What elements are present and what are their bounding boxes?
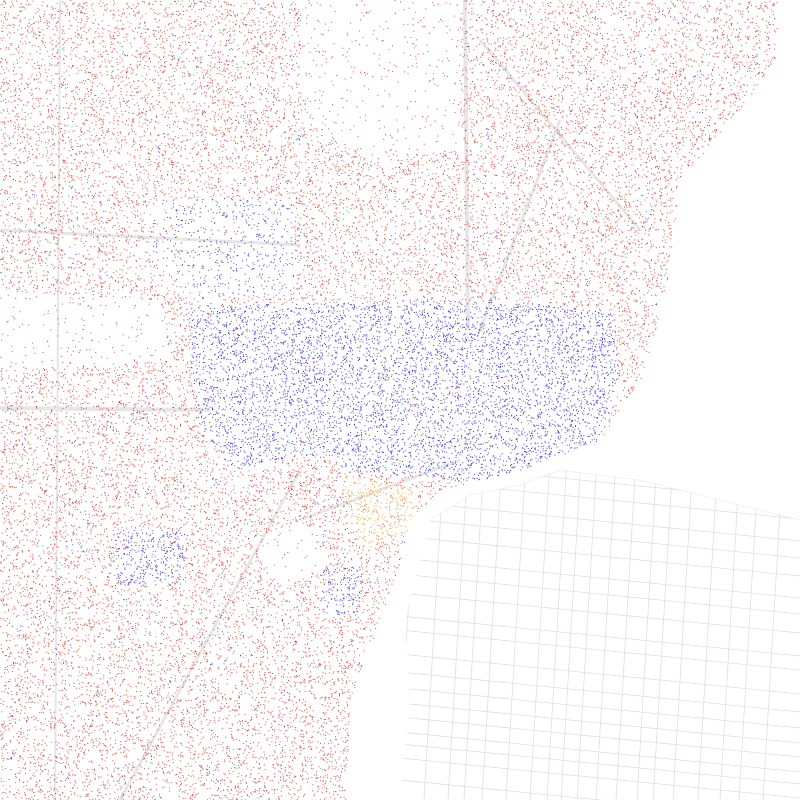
street [546, 470, 568, 800]
street [400, 653, 800, 695]
street [505, 470, 527, 800]
street [636, 470, 658, 800]
street [400, 687, 800, 729]
street [423, 470, 445, 800]
highway [0, 228, 301, 247]
street [400, 629, 800, 671]
dots [0, 0, 778, 800]
street [400, 535, 800, 577]
street [400, 500, 800, 542]
highway [0, 406, 211, 412]
highway [478, 119, 562, 331]
street [400, 743, 800, 785]
street [400, 557, 800, 599]
street [652, 470, 674, 800]
street [400, 731, 800, 773]
street [400, 592, 800, 634]
street [672, 470, 694, 800]
street [447, 470, 469, 800]
street [595, 470, 617, 800]
street [400, 716, 800, 758]
highway [54, 0, 61, 800]
street [719, 470, 741, 800]
street [400, 671, 800, 713]
highway [299, 458, 461, 522]
orange-dots [343, 477, 421, 548]
street [697, 470, 719, 800]
street [615, 470, 637, 800]
street [481, 470, 503, 800]
street [400, 615, 800, 657]
street [400, 702, 800, 744]
street [400, 573, 800, 615]
street [576, 470, 598, 800]
street [400, 757, 800, 799]
street [738, 470, 760, 800]
street [400, 517, 800, 559]
street [463, 470, 485, 800]
street [400, 779, 800, 800]
street [560, 470, 582, 800]
